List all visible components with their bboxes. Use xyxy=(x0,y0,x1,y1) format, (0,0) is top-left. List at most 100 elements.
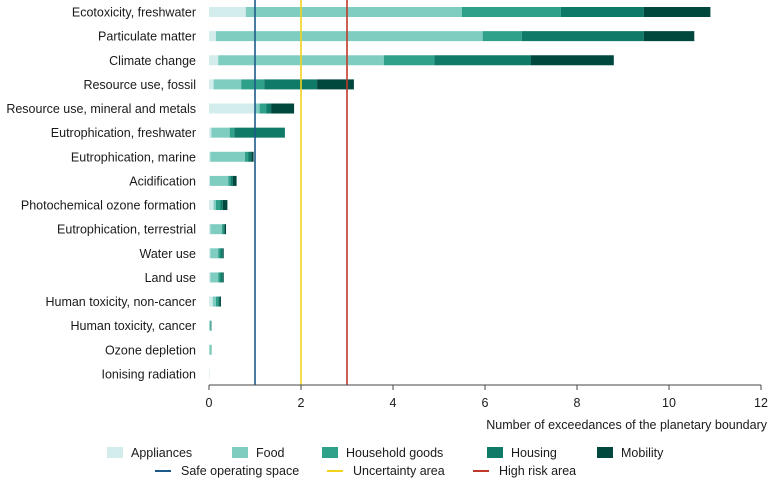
category-labels-layer: Ecotoxicity, freshwater Particulate matte… xyxy=(6,6,196,382)
category-label: Eutrophication, terrestrial xyxy=(57,223,196,237)
category-label: Land use xyxy=(145,271,196,285)
bar-segment-mobility xyxy=(219,296,221,307)
bar-segment-mobility xyxy=(222,272,224,283)
category-label: Water use xyxy=(139,247,196,261)
x-tick-label: 2 xyxy=(298,396,305,410)
bar-segment-mobility xyxy=(251,151,254,162)
category-label: Climate change xyxy=(109,54,196,68)
bar-segment-appliances xyxy=(209,200,214,211)
legend-swatch-housing xyxy=(487,447,503,458)
x-tick-label: 10 xyxy=(662,396,676,410)
bars-layer xyxy=(209,7,711,379)
category-label: Eutrophication, freshwater xyxy=(51,126,196,140)
legend-label: Household goods xyxy=(346,446,443,460)
x-tick-label: 12 xyxy=(754,396,768,410)
bar-segment-appliances xyxy=(209,31,216,42)
bar-segment-food xyxy=(211,127,230,138)
bar-segment-mobility xyxy=(531,55,614,66)
bar-segment-housing xyxy=(266,103,272,114)
bar-segment-food xyxy=(212,296,216,307)
bar-segment-food xyxy=(209,320,211,331)
bar-segment-household-goods xyxy=(215,200,221,211)
bar-segment-appliances xyxy=(209,79,214,90)
bar-segment-housing xyxy=(218,296,220,307)
legend-label: Mobility xyxy=(621,446,664,460)
bar-segment-appliances xyxy=(209,368,210,379)
bar-segment-housing xyxy=(560,7,644,17)
category-label: Human toxicity, non-cancer xyxy=(45,295,196,309)
bar-segment-appliances xyxy=(209,7,246,17)
bar-segment-appliances xyxy=(209,127,212,138)
bar-segment-household-goods xyxy=(221,224,224,235)
bar-segment-appliances xyxy=(209,175,210,186)
bar-segment-household-goods xyxy=(241,79,265,90)
bar-segment-food xyxy=(255,103,260,114)
x-tick-label: 8 xyxy=(574,396,581,410)
bar-segment-food xyxy=(213,200,216,211)
bar-segment-food xyxy=(210,272,219,283)
bar-segment-mobility xyxy=(643,7,711,17)
bar-segment-appliances xyxy=(209,103,255,114)
category-label: Photochemical ozone formation xyxy=(21,199,196,213)
bar-segment-mobility xyxy=(222,200,228,211)
legend-label: Safe operating space xyxy=(181,464,299,478)
bar-segment-household-goods xyxy=(210,320,211,331)
reference-lines-layer xyxy=(254,0,348,385)
bar-segment-housing xyxy=(521,31,644,42)
legend-swatch-household-goods xyxy=(322,447,338,458)
x-axis-title: Number of exceedances of the planetary b… xyxy=(486,418,767,432)
bar-segment-appliances xyxy=(209,248,211,259)
category-label: Acidification xyxy=(129,174,196,188)
bar-segment-appliances xyxy=(209,320,210,331)
legend-label: Food xyxy=(256,446,285,460)
category-label: Ionising radiation xyxy=(101,367,196,381)
bar-segment-housing xyxy=(210,320,212,331)
bar-segment-food xyxy=(245,7,462,17)
legend-label: Appliances xyxy=(131,446,192,460)
bar-segment-household-goods xyxy=(218,248,221,259)
bar-segment-mobility xyxy=(271,103,295,114)
bar-segment-household-goods xyxy=(462,7,561,17)
category-label: Particulate matter xyxy=(98,30,196,44)
bar-segment-household-goods xyxy=(383,55,435,66)
bar-segment-food xyxy=(215,31,483,42)
bar-segment-housing xyxy=(434,55,531,66)
bar-segment-food xyxy=(210,151,245,162)
x-tick-label: 4 xyxy=(390,396,397,410)
legend: Appliances Food Household goods Housing Mobi… xyxy=(107,446,664,478)
bar-segment-mobility xyxy=(232,175,237,186)
legend-label: High risk area xyxy=(499,464,576,478)
legend-label: Uncertainty area xyxy=(353,464,445,478)
bar-segment-housing xyxy=(220,272,223,283)
category-label: Human toxicity, cancer xyxy=(70,319,196,333)
legend-swatch-appliances xyxy=(107,447,123,458)
bar-segment-appliances xyxy=(209,344,210,355)
bar-segment-housing xyxy=(230,175,233,186)
category-label: Resource use, mineral and metals xyxy=(6,102,196,116)
bar-segment-appliances xyxy=(209,296,213,307)
bar-segment-appliances xyxy=(209,272,211,283)
category-label: Resource use, fossil xyxy=(83,78,196,92)
bar-segment-household-goods xyxy=(244,151,249,162)
bar-segment-food xyxy=(213,79,242,90)
bar-segment-household-goods xyxy=(228,175,231,186)
bar-segment-housing xyxy=(234,127,285,138)
bar-segment-mobility xyxy=(643,31,695,42)
category-label: Ecotoxicity, freshwater xyxy=(72,6,196,20)
bar-segment-housing xyxy=(248,151,252,162)
bar-segment-household-goods xyxy=(229,127,235,138)
bar-segment-household-goods xyxy=(215,296,219,307)
bar-segment-housing xyxy=(220,248,223,259)
legend-swatch-mobility xyxy=(597,447,613,458)
category-label: Eutrophication, marine xyxy=(71,150,196,164)
x-tick-label: 6 xyxy=(482,396,489,410)
bar-segment-mobility xyxy=(222,248,224,259)
bar-segment-appliances xyxy=(209,55,219,66)
axis-layer: 0 2 4 6 8 10 12 Number of exceedances of the pl… xyxy=(206,384,768,432)
bar-segment-appliances xyxy=(209,151,211,162)
legend-swatch-food xyxy=(232,447,248,458)
category-label: Ozone depletion xyxy=(105,343,196,357)
bar-segment-household-goods xyxy=(259,103,267,114)
